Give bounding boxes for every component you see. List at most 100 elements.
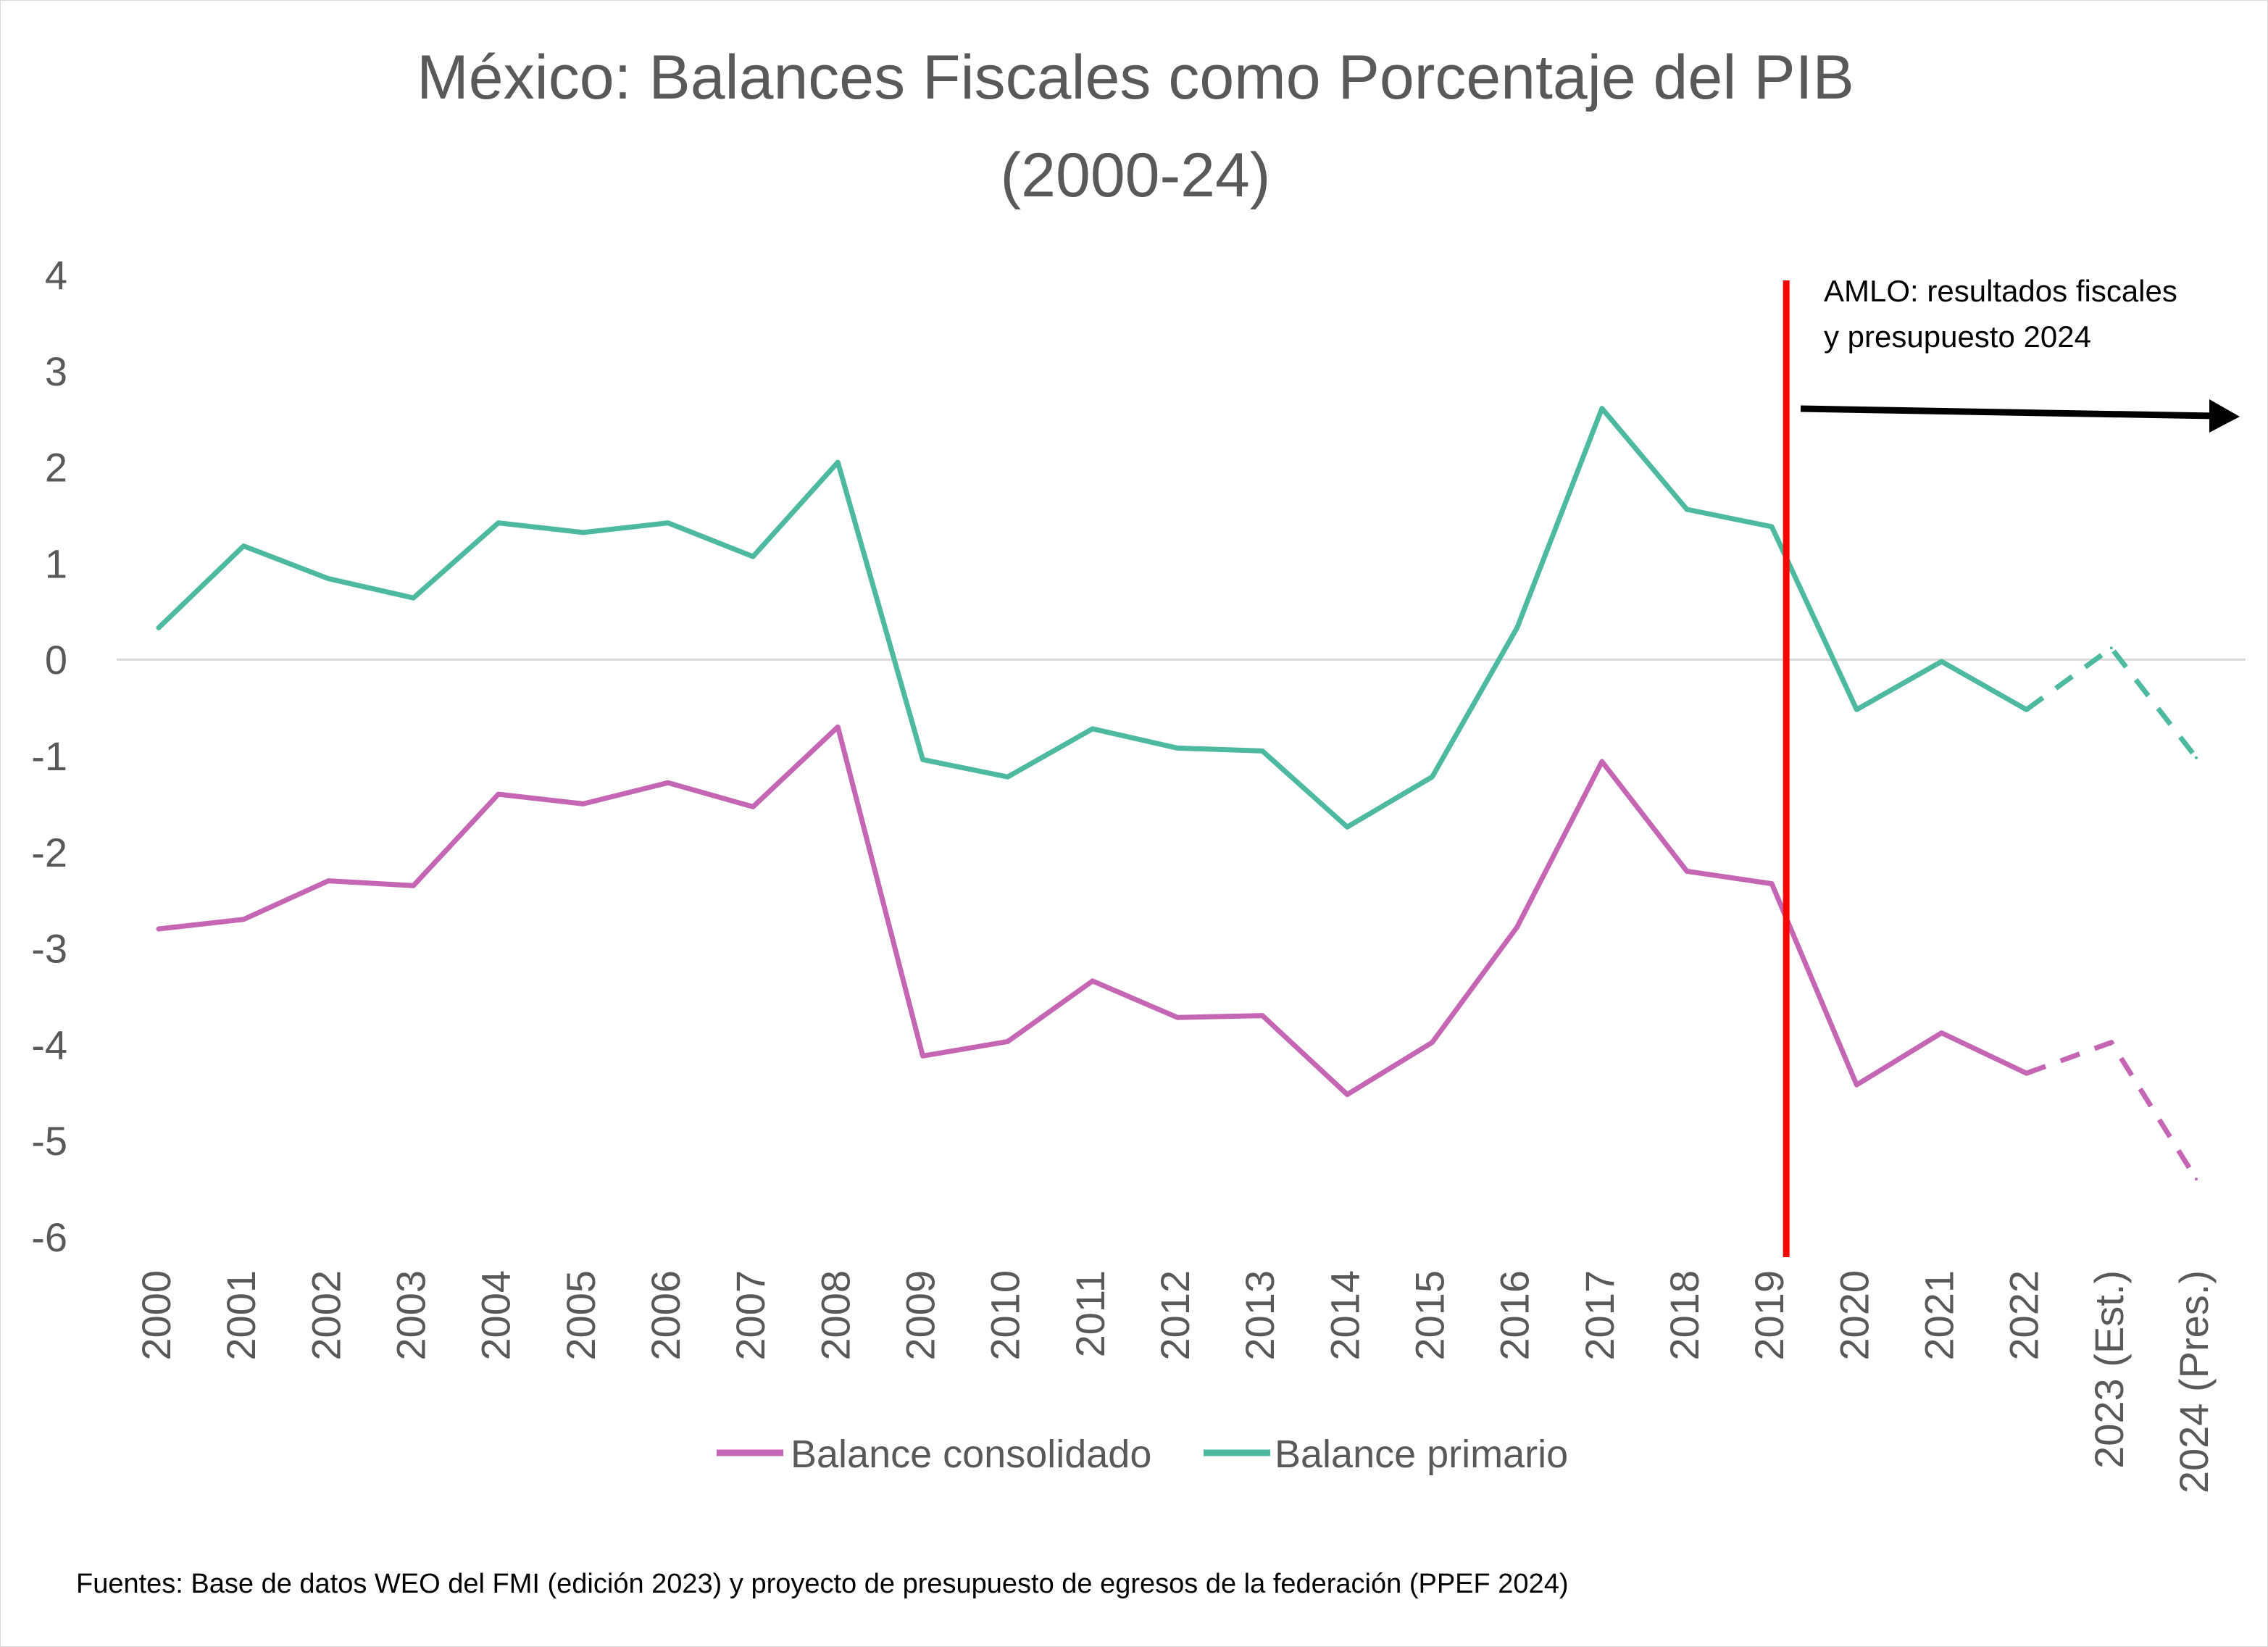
y-tick-label: -4 — [31, 1022, 67, 1067]
x-tick-label: 2011 — [1067, 1270, 1113, 1357]
data-point — [1430, 775, 1434, 779]
series-lines — [156, 406, 2198, 1181]
data-point — [1515, 925, 1519, 929]
y-tick-label: -5 — [31, 1118, 67, 1164]
data-point — [1855, 708, 1859, 712]
data-point — [1006, 775, 1009, 779]
data-point — [327, 577, 330, 580]
x-tick-label: 2004 — [473, 1270, 519, 1361]
x-axis-ticks: 2000 2001 2002 2003 2004 2005 2006 2007 2008 2009… — [133, 1270, 2217, 1493]
data-point — [1430, 1041, 1434, 1044]
data-point — [581, 802, 585, 806]
data-point — [1176, 1016, 1179, 1020]
source-note: Fuentes: Base de datos WEO del FMI (edic… — [76, 1569, 1568, 1599]
data-point — [1176, 746, 1179, 750]
x-tick-label: 2000 — [133, 1270, 179, 1361]
data-point — [1770, 525, 1774, 528]
x-tick-label: 2014 — [1322, 1270, 1367, 1361]
annotation-line-2: y presupuesto 2024 — [1824, 320, 2091, 354]
x-tick-label: 2015 — [1407, 1270, 1453, 1361]
y-tick-label: -6 — [31, 1214, 67, 1260]
series-line-dashed-0 — [2025, 1040, 2198, 1181]
data-point — [1515, 626, 1519, 630]
x-tick-label: 2005 — [558, 1270, 604, 1361]
legend-label-consolidado: Balance consolidado — [791, 1433, 1151, 1476]
data-point — [1261, 1014, 1264, 1017]
x-tick-label: 2024 (Pres.) — [2171, 1270, 2217, 1493]
x-tick-label: 2023 (Est.) — [2086, 1270, 2132, 1469]
y-tick-label: 1 — [45, 541, 67, 586]
data-point — [2109, 1041, 2113, 1044]
y-tick-label: 2 — [45, 445, 67, 491]
x-tick-label: 2020 — [1831, 1270, 1877, 1361]
chart-title-line-2: (2000-24) — [1001, 141, 1271, 210]
legend: Balance consolidado Balance primario — [717, 1433, 1568, 1476]
x-tick-label: 2002 — [303, 1270, 349, 1361]
data-point — [1346, 1093, 1349, 1096]
x-tick-label: 2013 — [1237, 1270, 1283, 1361]
x-tick-label: 2001 — [218, 1270, 264, 1361]
data-point — [242, 917, 246, 921]
data-point — [242, 544, 246, 548]
data-point — [2025, 708, 2028, 712]
data-point — [1940, 1031, 1943, 1035]
data-point — [1261, 749, 1264, 753]
data-point — [1600, 406, 1604, 410]
data-point — [751, 805, 755, 809]
data-point — [2195, 1177, 2198, 1181]
data-point — [1685, 508, 1688, 511]
x-tick-label: 2006 — [643, 1270, 688, 1361]
data-point — [1006, 1040, 1009, 1043]
series-line-solid-0 — [156, 724, 2030, 1097]
x-tick-label: 2009 — [898, 1270, 943, 1361]
data-point — [1940, 659, 1943, 663]
y-tick-label: 0 — [45, 637, 67, 683]
series-line-solid-1 — [156, 406, 2030, 830]
x-tick-label: 2019 — [1746, 1270, 1792, 1361]
legend-label-primario: Balance primario — [1275, 1433, 1568, 1476]
data-point — [836, 461, 840, 464]
data-point — [1091, 727, 1094, 730]
data-point — [496, 793, 500, 796]
y-tick-label: -3 — [31, 926, 67, 972]
x-tick-label: 2012 — [1152, 1270, 1198, 1361]
y-axis-ticks: 4 3 2 1 0 -1 -2 -3 -4 -5 -6 — [31, 252, 67, 1260]
x-tick-label: 2008 — [812, 1270, 858, 1361]
x-tick-label: 2022 — [2001, 1270, 2047, 1361]
x-tick-label: 2016 — [1492, 1270, 1538, 1361]
data-point — [327, 879, 330, 883]
data-point — [667, 781, 670, 785]
data-point — [1346, 825, 1349, 829]
data-point — [751, 555, 755, 559]
data-point — [1770, 882, 1774, 885]
chart-title-line-1: México: Balances Fiscales como Porcentaj… — [417, 43, 1854, 112]
x-tick-label: 2018 — [1662, 1270, 1707, 1361]
data-point — [157, 626, 160, 630]
data-point — [1685, 870, 1688, 873]
data-point — [157, 927, 160, 930]
y-tick-label: 4 — [45, 252, 67, 298]
x-tick-label: 2007 — [727, 1270, 773, 1361]
series-line-dashed-1 — [2025, 645, 2198, 759]
data-point — [1855, 1083, 1859, 1087]
data-point — [836, 725, 840, 729]
annotation-line-1: AMLO: resultados fiscales — [1824, 274, 2177, 308]
data-point — [2025, 1072, 2028, 1075]
y-tick-label: -2 — [31, 830, 67, 875]
data-point — [412, 596, 415, 600]
x-tick-label: 2003 — [388, 1270, 434, 1361]
data-point — [412, 884, 415, 888]
data-point — [2109, 646, 2113, 650]
annotation-arrow-shaft — [1800, 405, 2213, 420]
data-point — [1091, 979, 1094, 983]
y-tick-label: 3 — [45, 349, 67, 394]
data-point — [921, 758, 925, 762]
data-point — [2195, 756, 2198, 759]
y-tick-label: -1 — [31, 733, 67, 779]
annotation-arrow-head — [2209, 399, 2240, 433]
x-tick-label: 2010 — [983, 1270, 1028, 1361]
data-point — [1600, 760, 1604, 763]
data-point — [581, 530, 585, 534]
x-tick-label: 2017 — [1577, 1270, 1622, 1361]
